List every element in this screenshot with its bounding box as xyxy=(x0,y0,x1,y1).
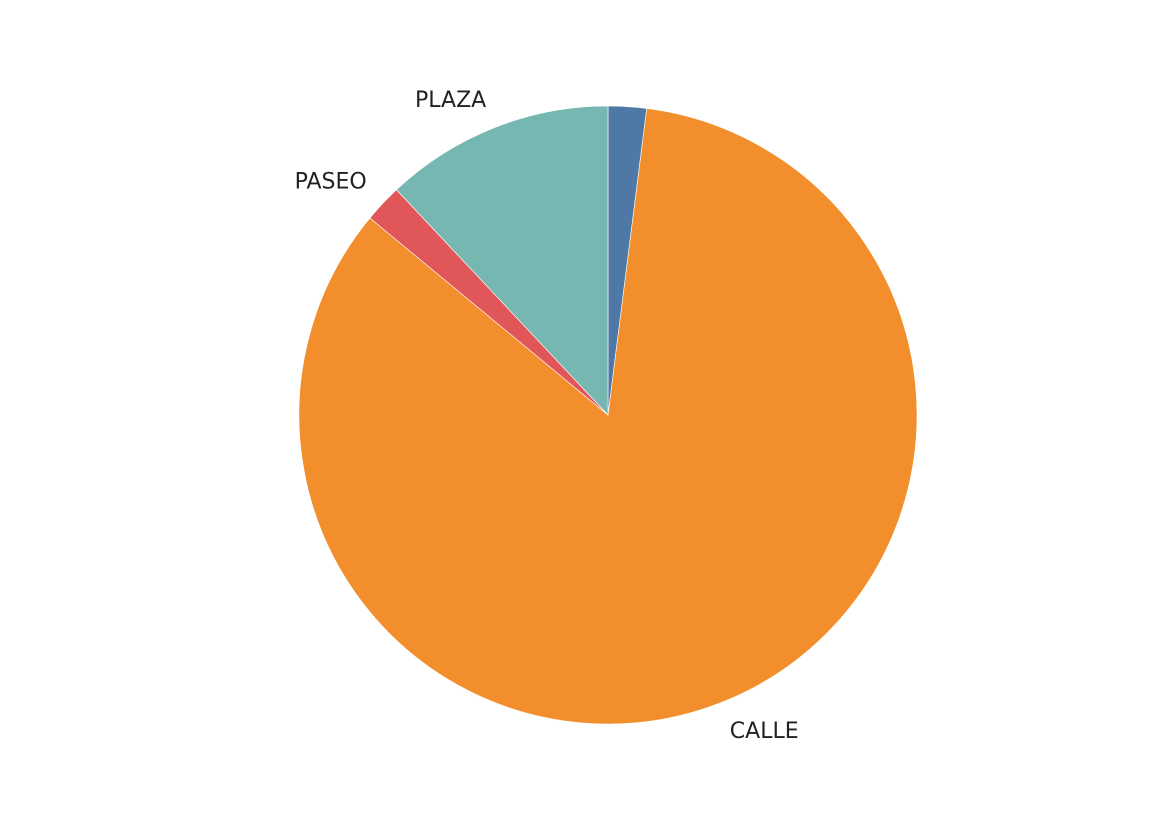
pie-slice-calle xyxy=(298,108,918,725)
pie-label-paseo: PASEO xyxy=(295,169,367,194)
pie-label-calle: CALLE xyxy=(730,719,799,744)
pie-labels: CALLE PASEO PLAZA xyxy=(295,88,799,744)
pie-slices xyxy=(298,105,918,725)
pie-label-plaza: PLAZA xyxy=(415,88,486,113)
pie-slice-plaza xyxy=(396,105,609,416)
